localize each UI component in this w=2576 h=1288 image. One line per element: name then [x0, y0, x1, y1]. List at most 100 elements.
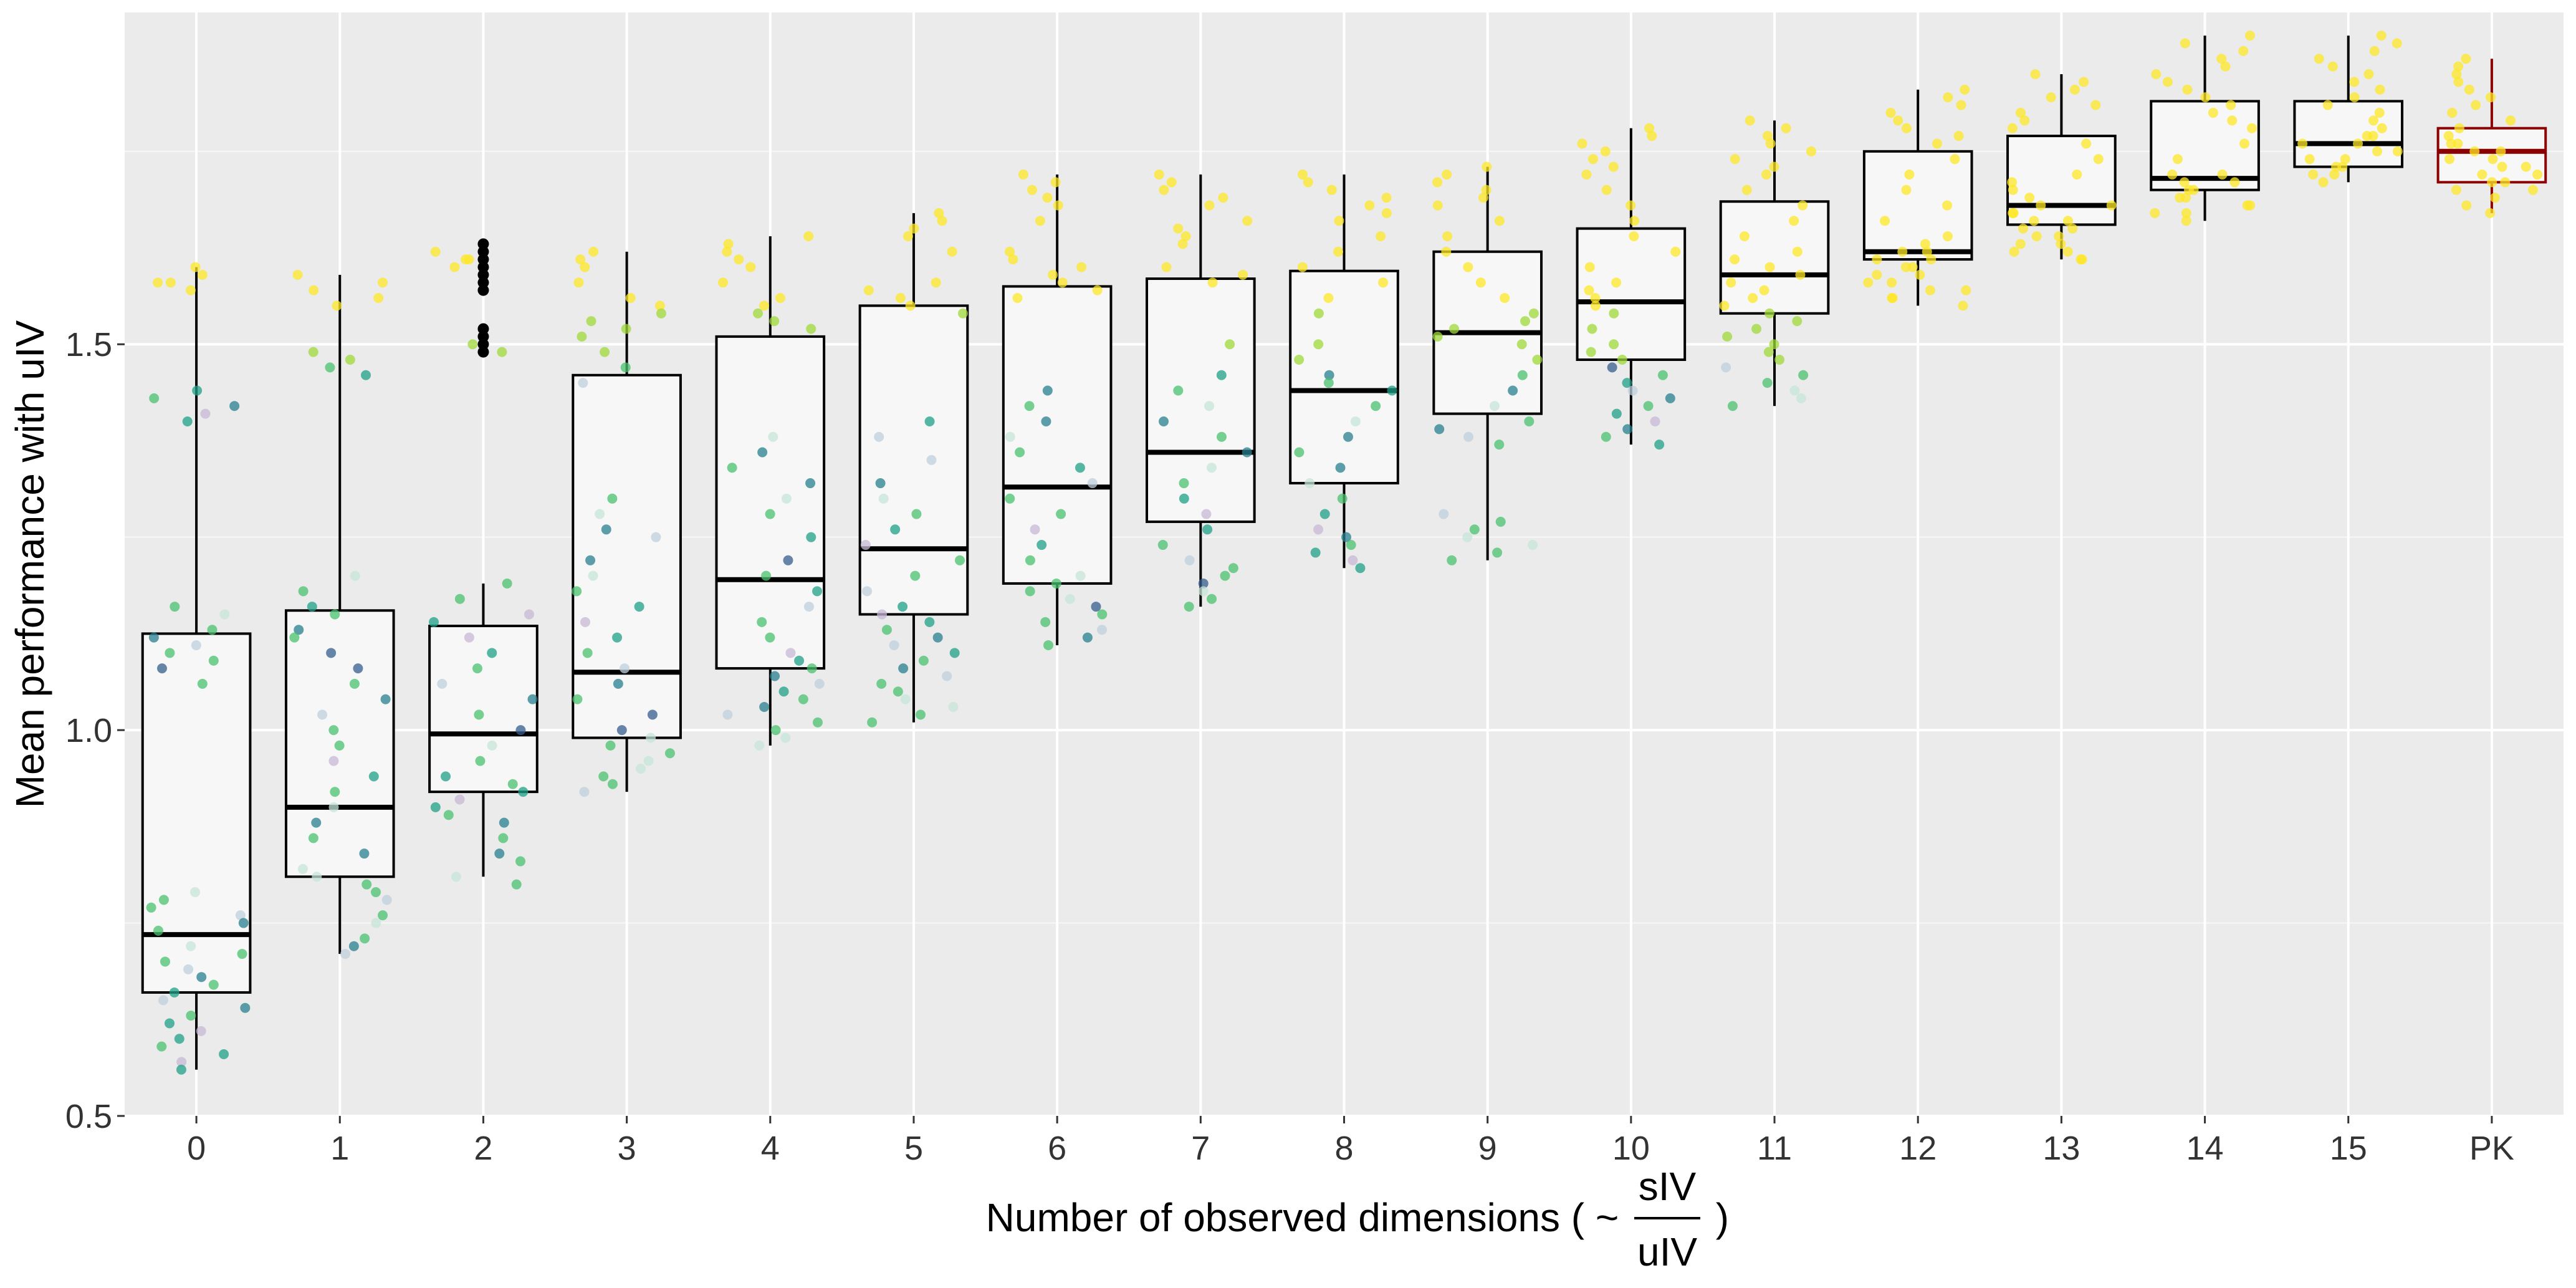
data-point: [1609, 308, 1619, 319]
data-point: [289, 632, 300, 643]
data-point: [577, 331, 587, 342]
data-point: [1201, 509, 1212, 519]
data-point: [1900, 262, 1911, 272]
data-point: [2453, 61, 2464, 72]
data-point: [515, 725, 526, 736]
data-point: [1202, 524, 1213, 535]
data-point: [2471, 100, 2481, 110]
data-point: [1447, 555, 1457, 565]
data-point: [620, 362, 631, 373]
data-point: [915, 709, 926, 720]
data-point: [1184, 555, 1195, 565]
data-point: [1294, 447, 1305, 458]
data-point: [1581, 169, 1592, 180]
data-point: [2054, 231, 2064, 241]
data-point: [1745, 115, 1755, 126]
data-point: [1494, 440, 1505, 450]
data-point: [237, 949, 247, 959]
data-point: [472, 663, 482, 674]
x-tick-label: 14: [2186, 1130, 2224, 1167]
data-point: [1897, 246, 1908, 257]
data-point: [1590, 300, 1601, 311]
data-point: [1037, 540, 1047, 550]
data-point: [1769, 161, 1779, 172]
data-point: [1517, 370, 1528, 380]
data-point: [862, 586, 873, 597]
data-point: [1764, 308, 1775, 319]
data-point: [2392, 38, 2402, 49]
data-point: [1920, 239, 1930, 249]
data-point: [378, 910, 388, 921]
data-point: [308, 833, 318, 843]
data-point: [1371, 401, 1381, 411]
data-point: [1481, 185, 1491, 195]
data-point: [898, 663, 909, 674]
data-point: [191, 640, 201, 650]
data-point: [235, 910, 246, 921]
data-point: [2304, 154, 2315, 165]
data-point: [1159, 416, 1169, 427]
data-point: [2200, 92, 2211, 103]
x-axis-title-numerator: sIV: [1639, 1164, 1697, 1209]
data-point: [1863, 277, 1874, 288]
data-point: [1524, 416, 1535, 427]
data-point: [1449, 324, 1460, 334]
data-point: [1337, 493, 1348, 504]
data-point: [1789, 216, 1799, 226]
data-point: [1324, 370, 1334, 380]
data-point: [1439, 509, 1449, 519]
data-point: [1326, 185, 1337, 195]
data-point: [2162, 77, 2173, 87]
data-point: [312, 872, 322, 882]
data-point: [1961, 285, 1971, 296]
data-point: [1887, 277, 1897, 288]
data-point: [1075, 570, 1086, 581]
data-point: [325, 362, 335, 373]
data-point: [2090, 100, 2101, 110]
data-point: [158, 895, 169, 905]
data-point: [170, 602, 180, 612]
data-point: [1643, 401, 1654, 411]
data-point: [1629, 216, 1640, 226]
box-6: [1002, 174, 1113, 645]
data-point: [1463, 431, 1474, 442]
data-point: [467, 339, 478, 350]
data-point: [924, 416, 935, 427]
data-point: [1228, 563, 1238, 574]
data-point: [207, 625, 218, 635]
data-point: [2477, 169, 2487, 180]
data-point: [598, 771, 609, 782]
data-point: [1179, 478, 1189, 489]
data-point: [297, 863, 308, 874]
data-point: [1584, 262, 1595, 272]
data-point: [761, 570, 772, 581]
data-point: [2485, 208, 2496, 218]
data-point: [1942, 200, 1953, 211]
data-point: [745, 262, 756, 272]
data-point: [2181, 216, 2191, 226]
data-point: [1297, 169, 1308, 180]
data-point: [2246, 123, 2257, 133]
data-point: [2036, 200, 2046, 211]
data-point: [1180, 231, 1191, 241]
data-point: [1025, 555, 1035, 565]
data-point: [753, 308, 764, 319]
data-point: [165, 648, 175, 658]
data-point: [1901, 185, 1912, 195]
data-point: [449, 262, 460, 272]
data-point: [1796, 393, 1806, 403]
data-point: [1041, 416, 1051, 427]
data-point: [2208, 107, 2218, 118]
data-point: [149, 393, 160, 403]
data-point: [765, 632, 775, 643]
data-point: [1042, 193, 1053, 203]
data-point: [1082, 632, 1093, 643]
data-point: [1942, 231, 1953, 241]
box-iqr: [428, 625, 539, 794]
data-point: [1097, 609, 1108, 620]
data-point: [158, 995, 168, 1006]
data-point: [328, 756, 339, 766]
data-point: [1751, 324, 1762, 334]
data-point: [2029, 216, 2039, 226]
